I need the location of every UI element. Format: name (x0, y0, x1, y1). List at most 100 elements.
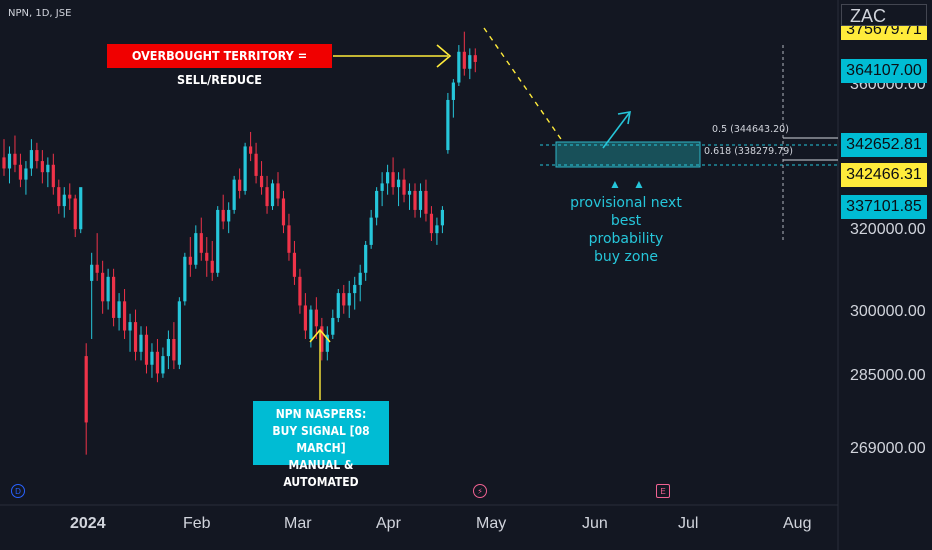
candle-body[interactable] (24, 168, 28, 180)
buy-zone-line-1: provisional next best (570, 195, 682, 229)
candle-body[interactable] (62, 194, 66, 207)
overbought-label[interactable]: OVERBOUGHT TERRITORY = SELL/REDUCE (107, 44, 332, 87)
candle-body[interactable] (451, 82, 455, 100)
candle-body[interactable] (177, 301, 181, 365)
candle-body[interactable] (435, 225, 439, 234)
candle-body[interactable] (205, 252, 209, 261)
candle-body[interactable] (243, 146, 247, 191)
candle-body[interactable] (161, 356, 165, 374)
candle-body[interactable] (210, 260, 214, 273)
candle-body[interactable] (418, 190, 423, 210)
candle-body[interactable] (424, 190, 428, 214)
candle-body[interactable] (276, 183, 280, 199)
buy-zone-rectangle[interactable] (555, 141, 701, 168)
candle-body[interactable] (292, 252, 297, 277)
candle-body[interactable] (216, 209, 220, 273)
candle-body[interactable] (281, 198, 286, 226)
candle-body[interactable] (254, 153, 258, 176)
candle-body[interactable] (380, 183, 384, 191)
buy-zone-line-3: buy zone (594, 249, 658, 265)
candle-body[interactable] (396, 179, 401, 188)
candle-body[interactable] (144, 334, 149, 365)
symbol-info[interactable]: NPN, 1D, JSE (8, 8, 72, 19)
candle-body[interactable] (440, 209, 444, 226)
candle-body[interactable] (95, 264, 99, 273)
candle-body[interactable] (112, 276, 116, 318)
candle-body[interactable] (342, 293, 346, 306)
candle-body[interactable] (133, 322, 138, 352)
candle-body[interactable] (462, 51, 466, 69)
candle-body[interactable] (150, 351, 154, 365)
candle-body[interactable] (172, 338, 176, 361)
candle-body[interactable] (155, 351, 160, 374)
candle-body[interactable] (18, 164, 23, 180)
candle-body[interactable] (369, 217, 373, 245)
candle-body[interactable] (265, 187, 269, 207)
candle-body[interactable] (188, 256, 192, 265)
candle-body[interactable] (407, 190, 412, 195)
candle-body[interactable] (259, 175, 264, 188)
candle-body[interactable] (183, 256, 187, 302)
candle-body[interactable] (386, 172, 390, 184)
candle-body[interactable] (391, 172, 395, 188)
candle-body[interactable] (2, 157, 6, 169)
candle-body[interactable] (227, 209, 231, 222)
candle-body[interactable] (13, 153, 17, 165)
candle-body[interactable] (101, 272, 105, 302)
candle-body[interactable] (122, 301, 127, 331)
candle-body[interactable] (325, 334, 329, 352)
candle-body[interactable] (46, 164, 50, 173)
candle-body[interactable] (166, 338, 170, 357)
candle-body[interactable] (35, 150, 39, 162)
candle-body[interactable] (139, 334, 143, 352)
candle-body[interactable] (57, 187, 61, 207)
candle-body[interactable] (128, 322, 132, 331)
candle-body[interactable] (358, 272, 362, 285)
buy-zone-line-2: probability (588, 231, 664, 247)
candle-body[interactable] (457, 51, 461, 83)
candle-body[interactable] (287, 225, 291, 253)
candle-body[interactable] (40, 161, 44, 173)
candle-body[interactable] (249, 146, 253, 154)
buy-signal-label[interactable]: NPN NASPERS: BUY SIGNAL [08 MARCH] MANUA… (253, 401, 389, 489)
candle-body[interactable] (446, 99, 450, 151)
currency-selector[interactable]: ZAC (841, 4, 927, 26)
candle-body[interactable] (402, 179, 406, 195)
candle-body[interactable] (375, 190, 379, 218)
candle-body[interactable] (270, 183, 275, 207)
candle-body[interactable] (194, 233, 198, 265)
candle-body[interactable] (336, 293, 340, 318)
candle-body[interactable] (199, 233, 203, 253)
candle-body[interactable] (73, 198, 77, 230)
candle-body[interactable] (29, 150, 33, 169)
candle-body[interactable] (413, 190, 417, 210)
candle-body[interactable] (309, 309, 313, 339)
candle-body[interactable] (106, 276, 110, 302)
candle-body[interactable] (303, 305, 307, 331)
candle-body[interactable] (320, 326, 324, 352)
dividend-event-icon[interactable]: D (11, 484, 25, 498)
candle-body[interactable] (429, 213, 434, 234)
candle-body[interactable] (353, 284, 357, 294)
candle-body[interactable] (331, 317, 335, 335)
candle-body[interactable] (468, 55, 472, 69)
candle-body[interactable] (314, 309, 318, 327)
candle-body[interactable] (347, 293, 351, 306)
candle-body[interactable] (79, 187, 83, 230)
candle-body[interactable] (7, 153, 12, 169)
candle-body[interactable] (117, 301, 121, 318)
candle-body[interactable] (90, 264, 94, 281)
split-event-icon[interactable]: ⚡ (473, 484, 487, 498)
candle-body[interactable] (298, 276, 302, 306)
candle-body[interactable] (51, 164, 55, 188)
candle-body[interactable] (473, 55, 477, 62)
candle-body[interactable] (84, 356, 88, 423)
candle-body[interactable] (364, 244, 368, 273)
earnings-event-icon[interactable]: E (656, 484, 670, 498)
candle-body[interactable] (68, 194, 72, 199)
price-tag-342652: 342652.81 (841, 133, 927, 157)
candle-body[interactable] (221, 209, 225, 222)
candle-body[interactable] (232, 179, 236, 210)
candle-body[interactable] (238, 179, 242, 191)
